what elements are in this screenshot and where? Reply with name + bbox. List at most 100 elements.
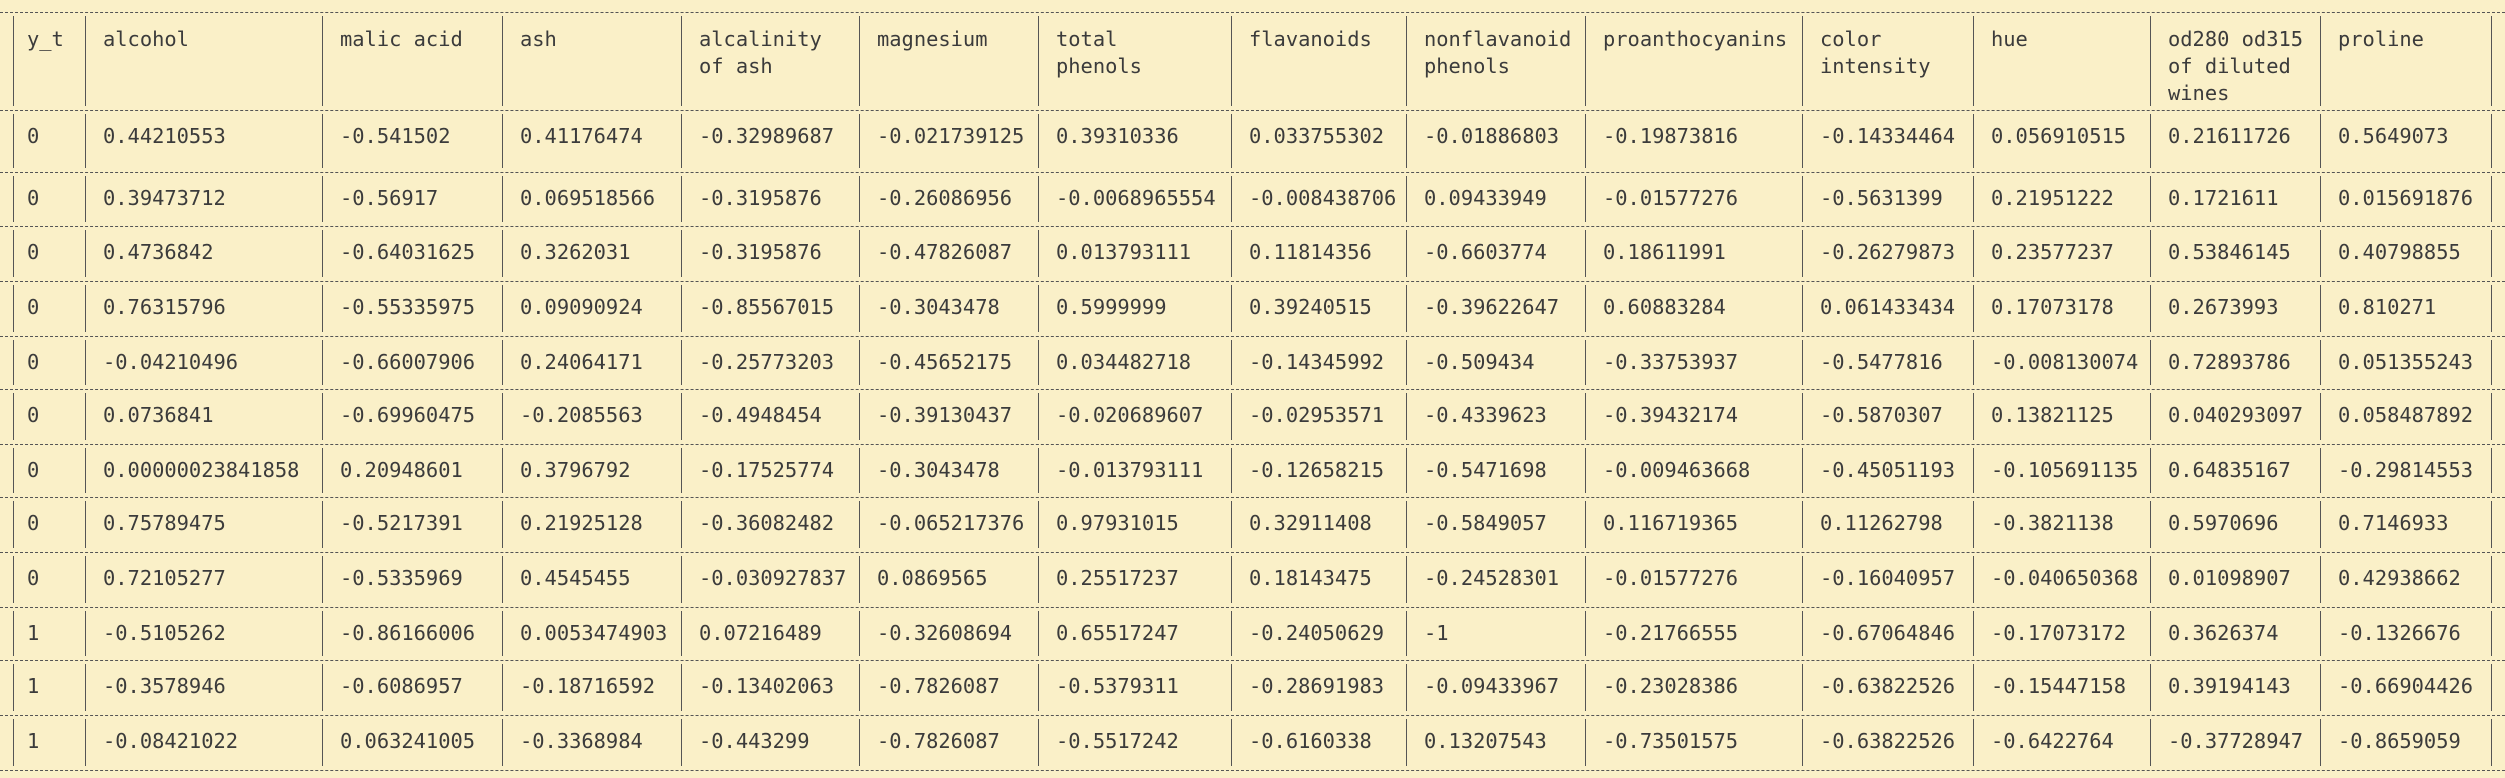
column-separator [1802, 611, 1803, 656]
column-separator [1231, 501, 1232, 548]
table-cell: 0.13821125 [1991, 403, 2114, 427]
column-separator [322, 664, 323, 711]
column-header: nonflavanoid phenols [1424, 27, 1572, 78]
table-cell: -0.3578946 [103, 674, 226, 698]
table-rule [0, 281, 2505, 282]
column-separator [2320, 16, 2321, 106]
column-separator [1585, 285, 1586, 332]
column-separator [13, 719, 14, 766]
table-cell: -0.5870307 [1820, 403, 1943, 427]
table-cell: 0.2673993 [2168, 295, 2279, 319]
table-cell: -0.16040957 [1820, 566, 1956, 590]
column-separator [1231, 176, 1232, 222]
table-rule [0, 172, 2505, 173]
table-cell: -0.008130074 [1991, 350, 2139, 374]
column-separator [1585, 556, 1586, 603]
table-cell: 0.39473712 [103, 186, 226, 210]
column-separator [1406, 340, 1407, 385]
table-cell: -0.55335975 [340, 295, 476, 319]
column-separator [2150, 611, 2151, 656]
column-separator [1585, 664, 1586, 711]
column-separator [1973, 664, 1974, 711]
table-cell: -0.29814553 [2338, 458, 2474, 482]
column-separator [1585, 340, 1586, 385]
column-header: ash [520, 27, 557, 51]
table-cell: 0.25517237 [1056, 566, 1179, 590]
table-cell: 0.72105277 [103, 566, 226, 590]
column-separator [2320, 230, 2321, 277]
table-cell: 0.40798855 [2338, 240, 2461, 264]
table-cell: 0.033755302 [1249, 124, 1385, 148]
column-separator [85, 114, 86, 168]
column-separator [859, 719, 860, 766]
table-cell: 0.0736841 [103, 403, 214, 427]
column-separator [85, 16, 86, 106]
label-cell: 0 [27, 240, 40, 264]
column-separator [1585, 114, 1586, 168]
column-separator [502, 16, 503, 106]
column-separator [13, 664, 14, 711]
column-separator [502, 611, 503, 656]
column-separator [859, 230, 860, 277]
table-cell: -0.23028386 [1603, 674, 1739, 698]
column-separator [1585, 176, 1586, 222]
table-cell: -0.065217376 [877, 511, 1025, 535]
column-separator [1406, 176, 1407, 222]
label-cell: 0 [27, 403, 40, 427]
table-cell: 0.013793111 [1056, 240, 1192, 264]
column-separator [322, 285, 323, 332]
column-separator [1038, 114, 1039, 168]
column-separator [859, 611, 860, 656]
table-cell: 0.42938662 [2338, 566, 2461, 590]
column-separator [1973, 230, 1974, 277]
column-separator [2491, 16, 2492, 106]
table-cell: -0.01577276 [1603, 566, 1739, 590]
column-separator [1038, 719, 1039, 766]
column-separator [1802, 114, 1803, 168]
table-cell: 0.056910515 [1991, 124, 2127, 148]
table-cell: -0.18716592 [520, 674, 656, 698]
table-rule [0, 444, 2505, 445]
column-separator [681, 114, 682, 168]
column-separator [1585, 230, 1586, 277]
table-cell: -0.008438706 [1249, 186, 1397, 210]
column-separator [859, 340, 860, 385]
table-cell: 0.5970696 [2168, 511, 2279, 535]
column-separator [85, 230, 86, 277]
table-cell: -0.3195876 [699, 186, 822, 210]
table-cell: 0.5999999 [1056, 295, 1167, 319]
table-cell: 0.5649073 [2338, 124, 2449, 148]
column-separator [681, 556, 682, 603]
table-cell: -0.19873816 [1603, 124, 1739, 148]
column-separator [2150, 176, 2151, 222]
table-cell: -0.030927837 [699, 566, 847, 590]
table-cell: -0.02953571 [1249, 403, 1385, 427]
table-cell: -0.105691135 [1991, 458, 2139, 482]
column-separator [2150, 393, 2151, 440]
table-cell: 0.051355243 [2338, 350, 2474, 374]
column-separator [1973, 501, 1974, 548]
column-separator [1038, 176, 1039, 222]
column-separator [1973, 556, 1974, 603]
column-separator [1973, 719, 1974, 766]
table-cell: -0.56917 [340, 186, 439, 210]
table-cell: 0.21925128 [520, 511, 643, 535]
table-cell: -0.8659059 [2338, 729, 2461, 753]
column-separator [681, 611, 682, 656]
column-separator [322, 16, 323, 106]
label-cell: 0 [27, 458, 40, 482]
column-separator [2491, 114, 2492, 168]
table-cell: 0.60883284 [1603, 295, 1726, 319]
column-header: alcohol [103, 27, 189, 51]
table-cell: -0.64031625 [340, 240, 476, 264]
table-cell: -0.5477816 [1820, 350, 1943, 374]
column-separator [1406, 16, 1407, 106]
column-header: total phenols [1056, 27, 1142, 78]
column-separator [2320, 285, 2321, 332]
column-separator [1406, 393, 1407, 440]
column-separator [1585, 16, 1586, 106]
column-separator [502, 340, 503, 385]
table-cell: -0.020689607 [1056, 403, 1204, 427]
table-cell: 0.13207543 [1424, 729, 1547, 753]
table-cell: -0.85567015 [699, 295, 835, 319]
